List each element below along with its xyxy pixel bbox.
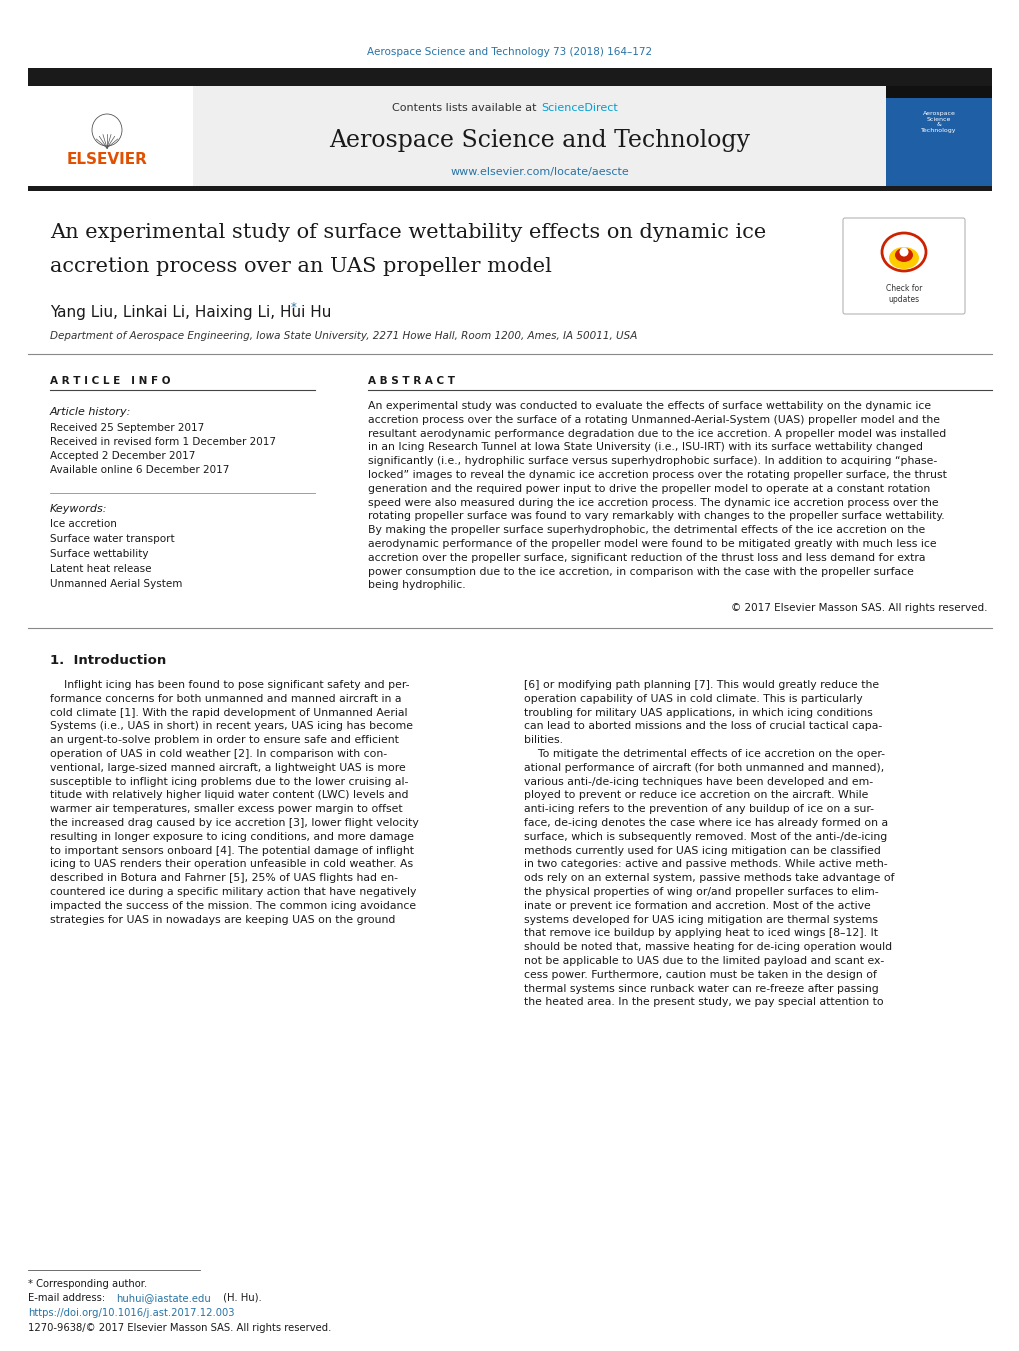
Text: the physical properties of wing or/and propeller surfaces to elim-: the physical properties of wing or/and p… xyxy=(524,888,877,897)
Text: Received 25 September 2017: Received 25 September 2017 xyxy=(50,423,204,434)
Text: ELSEVIER: ELSEVIER xyxy=(66,153,148,168)
Text: icing to UAS renders their operation unfeasible in cold weather. As: icing to UAS renders their operation unf… xyxy=(50,859,413,870)
Text: operation of UAS in cold weather [2]. In comparison with con-: operation of UAS in cold weather [2]. In… xyxy=(50,748,387,759)
Text: being hydrophilic.: being hydrophilic. xyxy=(368,581,465,590)
Text: Inflight icing has been found to pose significant safety and per-: Inflight icing has been found to pose si… xyxy=(50,680,409,690)
Text: in an Icing Research Tunnel at Iowa State University (i.e., ISU-IRT) with its su: in an Icing Research Tunnel at Iowa Stat… xyxy=(368,442,922,453)
Text: An experimental study was conducted to evaluate the effects of surface wettabili: An experimental study was conducted to e… xyxy=(368,401,930,411)
Text: inate or prevent ice formation and accretion. Most of the active: inate or prevent ice formation and accre… xyxy=(524,901,870,911)
Text: accretion process over the surface of a rotating Unmanned-Aerial-System (UAS) pr: accretion process over the surface of a … xyxy=(368,415,940,424)
Text: To mitigate the detrimental effects of ice accretion on the oper-: To mitigate the detrimental effects of i… xyxy=(524,748,884,759)
Text: the increased drag caused by ice accretion [3], lower flight velocity: the increased drag caused by ice accreti… xyxy=(50,817,419,828)
Text: locked” images to reveal the dynamic ice accretion process over the rotating pro: locked” images to reveal the dynamic ice… xyxy=(368,470,946,480)
Text: not be applicable to UAS due to the limited payload and scant ex-: not be applicable to UAS due to the limi… xyxy=(524,957,883,966)
Text: ScienceDirect: ScienceDirect xyxy=(540,103,618,113)
Text: speed were also measured during the ice accretion process. The dynamic ice accre: speed were also measured during the ice … xyxy=(368,497,937,508)
Text: systems developed for UAS icing mitigation are thermal systems: systems developed for UAS icing mitigati… xyxy=(524,915,877,924)
Text: huhui@iastate.edu: huhui@iastate.edu xyxy=(116,1293,211,1302)
Text: generation and the required power input to drive the propeller model to operate : generation and the required power input … xyxy=(368,484,929,494)
Text: Surface wettability: Surface wettability xyxy=(50,549,149,559)
Text: Systems (i.e., UAS in short) in recent years, UAS icing has become: Systems (i.e., UAS in short) in recent y… xyxy=(50,721,413,731)
Text: face, de-icing denotes the case where ice has already formed on a: face, de-icing denotes the case where ic… xyxy=(524,817,888,828)
Bar xyxy=(886,86,991,188)
Text: (H. Hu).: (H. Hu). xyxy=(220,1293,262,1302)
Text: thermal systems since runback water can re-freeze after passing: thermal systems since runback water can … xyxy=(524,984,878,993)
Text: titude with relatively higher liquid water content (LWC) levels and: titude with relatively higher liquid wat… xyxy=(50,790,408,800)
Text: Aerospace Science and Technology: Aerospace Science and Technology xyxy=(329,128,750,151)
Text: A R T I C L E   I N F O: A R T I C L E I N F O xyxy=(50,376,170,386)
Text: Latent heat release: Latent heat release xyxy=(50,563,152,574)
Text: warmer air temperatures, smaller excess power margin to offset: warmer air temperatures, smaller excess … xyxy=(50,804,403,815)
Text: Available online 6 December 2017: Available online 6 December 2017 xyxy=(50,465,229,476)
Text: resultant aerodynamic performance degradation due to the ice accretion. A propel: resultant aerodynamic performance degrad… xyxy=(368,428,946,439)
Bar xyxy=(28,68,991,86)
Text: accretion over the propeller surface, significant reduction of the thrust loss a: accretion over the propeller surface, si… xyxy=(368,553,924,563)
Text: *: * xyxy=(290,301,297,315)
FancyBboxPatch shape xyxy=(842,218,964,313)
Text: E-mail address:: E-mail address: xyxy=(28,1293,108,1302)
Text: Surface water transport: Surface water transport xyxy=(50,534,174,544)
Text: to important sensors onboard [4]. The potential damage of inflight: to important sensors onboard [4]. The po… xyxy=(50,846,414,855)
Text: methods currently used for UAS icing mitigation can be classified: methods currently used for UAS icing mit… xyxy=(524,846,880,855)
Bar xyxy=(193,86,886,188)
Ellipse shape xyxy=(894,249,912,262)
Text: ods rely on an external system, passive methods take advantage of: ods rely on an external system, passive … xyxy=(524,873,894,884)
Text: cold climate [1]. With the rapid development of Unmanned Aerial: cold climate [1]. With the rapid develop… xyxy=(50,708,408,717)
Text: Ice accretion: Ice accretion xyxy=(50,519,117,530)
Text: Keywords:: Keywords: xyxy=(50,504,107,513)
Text: ventional, large-sized manned aircraft, a lightweight UAS is more: ventional, large-sized manned aircraft, … xyxy=(50,763,406,773)
Text: should be noted that, massive heating for de-icing operation would: should be noted that, massive heating fo… xyxy=(524,942,892,952)
Text: resulting in longer exposure to icing conditions, and more damage: resulting in longer exposure to icing co… xyxy=(50,832,414,842)
Text: troubling for military UAS applications, in which icing conditions: troubling for military UAS applications,… xyxy=(524,708,872,717)
Bar xyxy=(28,186,991,190)
Text: By making the propeller surface superhydrophobic, the detrimental effects of the: By making the propeller surface superhyd… xyxy=(368,526,924,535)
Text: power consumption due to the ice accretion, in comparison with the case with the: power consumption due to the ice accreti… xyxy=(368,566,913,577)
Text: strategies for UAS in nowadays are keeping UAS on the ground: strategies for UAS in nowadays are keepi… xyxy=(50,915,395,924)
Text: Check for
updates: Check for updates xyxy=(884,284,921,304)
Text: an urgent-to-solve problem in order to ensure safe and efficient: an urgent-to-solve problem in order to e… xyxy=(50,735,398,746)
Text: Yang Liu, Linkai Li, Haixing Li, Hui Hu: Yang Liu, Linkai Li, Haixing Li, Hui Hu xyxy=(50,304,331,319)
Text: www.elsevier.com/locate/aescte: www.elsevier.com/locate/aescte xyxy=(450,168,629,177)
Text: 1.  Introduction: 1. Introduction xyxy=(50,654,166,666)
Text: significantly (i.e., hydrophilic surface versus superhydrophobic surface). In ad: significantly (i.e., hydrophilic surface… xyxy=(368,457,936,466)
Text: bilities.: bilities. xyxy=(524,735,562,746)
Text: Contents lists available at: Contents lists available at xyxy=(391,103,539,113)
Text: countered ice during a specific military action that have negatively: countered ice during a specific military… xyxy=(50,888,416,897)
Text: the heated area. In the present study, we pay special attention to: the heated area. In the present study, w… xyxy=(524,997,882,1008)
Text: that remove ice buildup by applying heat to iced wings [8–12]. It: that remove ice buildup by applying heat… xyxy=(524,928,877,939)
Text: formance concerns for both unmanned and manned aircraft in a: formance concerns for both unmanned and … xyxy=(50,694,401,704)
Text: aerodynamic performance of the propeller model were found to be mitigated greatl: aerodynamic performance of the propeller… xyxy=(368,539,935,549)
Text: ational performance of aircraft (for both unmanned and manned),: ational performance of aircraft (for bot… xyxy=(524,763,883,773)
Text: 1270-9638/© 2017 Elsevier Masson SAS. All rights reserved.: 1270-9638/© 2017 Elsevier Masson SAS. Al… xyxy=(28,1323,331,1333)
Text: accretion process over an UAS propeller model: accretion process over an UAS propeller … xyxy=(50,258,551,277)
Text: various anti-/de-icing techniques have been developed and em-: various anti-/de-icing techniques have b… xyxy=(524,777,872,786)
Text: cess power. Furthermore, caution must be taken in the design of: cess power. Furthermore, caution must be… xyxy=(524,970,876,979)
Ellipse shape xyxy=(899,247,908,257)
Text: Accepted 2 December 2017: Accepted 2 December 2017 xyxy=(50,451,196,461)
Text: can lead to aborted missions and the loss of crucial tactical capa-: can lead to aborted missions and the los… xyxy=(524,721,881,731)
Text: ployed to prevent or reduce ice accretion on the aircraft. While: ployed to prevent or reduce ice accretio… xyxy=(524,790,867,800)
Text: anti-icing refers to the prevention of any buildup of ice on a sur-: anti-icing refers to the prevention of a… xyxy=(524,804,873,815)
Text: A B S T R A C T: A B S T R A C T xyxy=(368,376,454,386)
Text: An experimental study of surface wettability effects on dynamic ice: An experimental study of surface wettabi… xyxy=(50,223,765,242)
Text: in two categories: active and passive methods. While active meth-: in two categories: active and passive me… xyxy=(524,859,887,870)
Text: [6] or modifying path planning [7]. This would greatly reduce the: [6] or modifying path planning [7]. This… xyxy=(524,680,878,690)
Text: rotating propeller surface was found to vary remarkably with changes to the prop: rotating propeller surface was found to … xyxy=(368,512,944,521)
Text: susceptible to inflight icing problems due to the lower cruising al-: susceptible to inflight icing problems d… xyxy=(50,777,408,786)
Text: Unmanned Aerial System: Unmanned Aerial System xyxy=(50,580,182,589)
Bar xyxy=(886,86,991,99)
Text: Article history:: Article history: xyxy=(50,407,131,417)
Text: impacted the success of the mission. The common icing avoidance: impacted the success of the mission. The… xyxy=(50,901,416,911)
Ellipse shape xyxy=(889,247,918,269)
Text: Aerospace
Science
&
Technology: Aerospace Science & Technology xyxy=(920,111,956,134)
Text: Received in revised form 1 December 2017: Received in revised form 1 December 2017 xyxy=(50,436,276,447)
Text: described in Botura and Fahrner [5], 25% of UAS flights had en-: described in Botura and Fahrner [5], 25%… xyxy=(50,873,397,884)
Text: surface, which is subsequently removed. Most of the anti-/de-icing: surface, which is subsequently removed. … xyxy=(524,832,887,842)
Text: operation capability of UAS in cold climate. This is particularly: operation capability of UAS in cold clim… xyxy=(524,694,862,704)
Text: © 2017 Elsevier Masson SAS. All rights reserved.: © 2017 Elsevier Masson SAS. All rights r… xyxy=(731,603,987,613)
Text: Department of Aerospace Engineering, Iowa State University, 2271 Howe Hall, Room: Department of Aerospace Engineering, Iow… xyxy=(50,331,637,340)
Text: https://doi.org/10.1016/j.ast.2017.12.003: https://doi.org/10.1016/j.ast.2017.12.00… xyxy=(28,1308,234,1319)
Text: Aerospace Science and Technology 73 (2018) 164–172: Aerospace Science and Technology 73 (201… xyxy=(367,47,652,57)
Text: * Corresponding author.: * Corresponding author. xyxy=(28,1279,147,1289)
